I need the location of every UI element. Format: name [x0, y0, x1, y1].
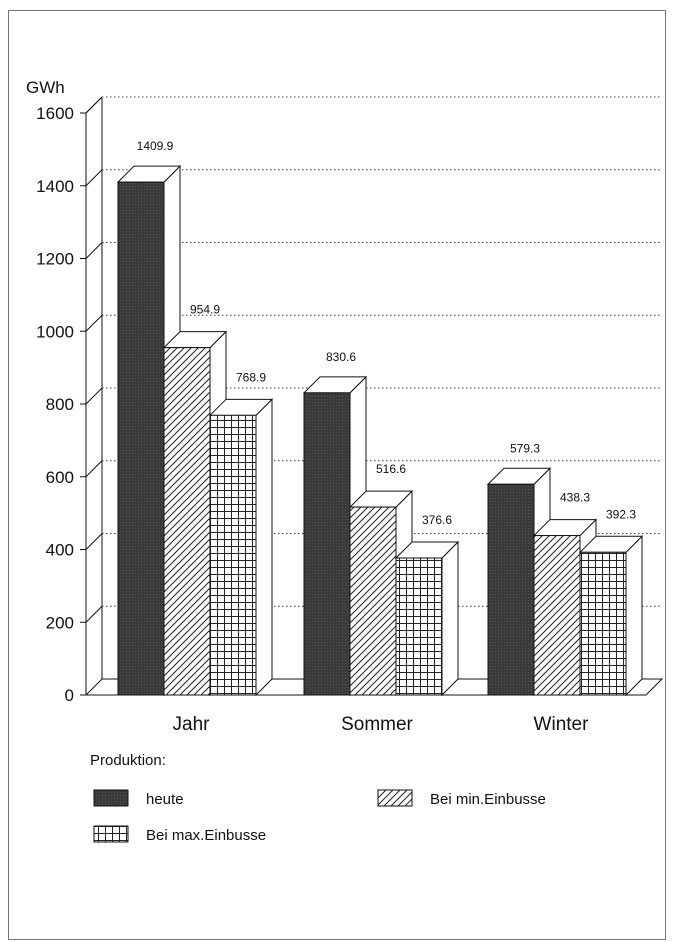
tick-depth-line — [85, 605, 103, 623]
bar-side-face — [255, 398, 273, 697]
data-label: 438.3 — [560, 491, 590, 505]
bar-front-face — [209, 414, 257, 696]
bar-front-face — [117, 181, 165, 696]
legend-entry: Bei min.Einbusse — [430, 791, 546, 808]
x-category-label: Jahr — [173, 714, 211, 735]
tick-depth-line — [85, 169, 103, 187]
tick-depth-line — [85, 533, 103, 550]
data-label: 830.6 — [326, 350, 356, 364]
data-label: 392.3 — [606, 507, 636, 521]
data-label: 376.6 — [422, 513, 452, 527]
data-label: 768.9 — [236, 370, 266, 384]
legend-entry: Bei max.Einbusse — [146, 827, 266, 844]
bar-side-face — [625, 535, 643, 697]
bar-front-face — [395, 557, 443, 696]
y-tick-label: 1600 — [36, 104, 74, 123]
y-tick-label: 0 — [65, 686, 74, 705]
legend-title: Produktion: — [90, 752, 166, 769]
bar — [578, 535, 644, 697]
tick-depth-line — [85, 314, 103, 332]
data-label: 954.9 — [190, 303, 220, 317]
bar-side-face — [441, 540, 459, 697]
data-label: 1409.9 — [137, 139, 174, 153]
y-tick-label: 1000 — [36, 322, 74, 341]
chart-frame — [8, 10, 666, 940]
bar — [394, 540, 460, 697]
data-label: 516.6 — [376, 462, 406, 476]
tick-depth-line — [85, 460, 103, 478]
y-tick-label: 200 — [46, 613, 74, 632]
y-tick-label: 1200 — [36, 250, 74, 269]
y-tick-label: 400 — [46, 541, 74, 560]
y-tick-label: 600 — [46, 468, 74, 487]
bar-front-face — [579, 551, 627, 696]
x-category-label: Winter — [534, 714, 590, 735]
y-axis-top-edge — [85, 96, 103, 114]
bar — [208, 398, 274, 697]
y-tick-label: 1400 — [36, 177, 74, 196]
tick-depth-line — [85, 387, 103, 405]
legend-swatch — [377, 789, 413, 807]
data-label: 579.3 — [510, 441, 540, 455]
tick-depth-line — [85, 242, 103, 259]
y-tick-label: 800 — [46, 395, 74, 414]
legend-swatch — [93, 789, 129, 807]
bar-front-face — [303, 392, 351, 696]
bar-front-face — [163, 347, 211, 696]
legend-entry: heute — [146, 791, 184, 808]
legend-swatch — [93, 825, 129, 843]
bar-front-face — [349, 506, 397, 696]
x-category-label: Sommer — [341, 714, 413, 735]
bar-front-face — [533, 535, 581, 696]
bar-front-face — [487, 483, 535, 696]
floor — [84, 678, 664, 696]
y-axis-unit: GWh — [26, 78, 65, 97]
